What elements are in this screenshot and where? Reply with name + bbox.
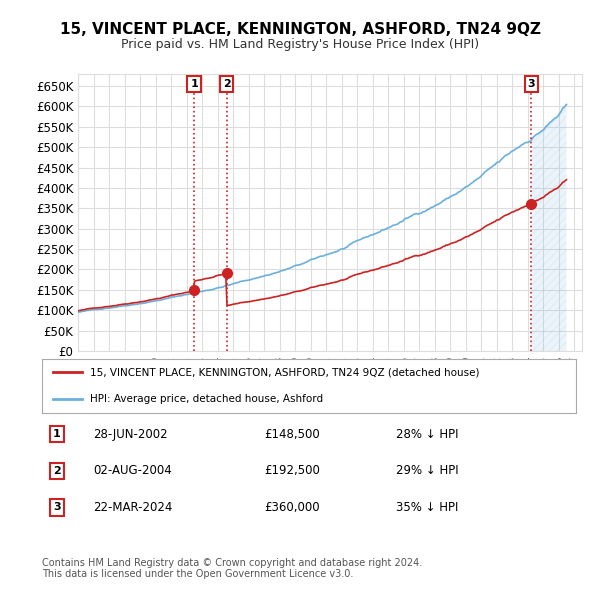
- Text: 35% ↓ HPI: 35% ↓ HPI: [396, 501, 458, 514]
- Text: 2: 2: [53, 466, 61, 476]
- Text: 3: 3: [527, 79, 535, 89]
- Text: 28-JUN-2002: 28-JUN-2002: [93, 428, 167, 441]
- Text: Price paid vs. HM Land Registry's House Price Index (HPI): Price paid vs. HM Land Registry's House …: [121, 38, 479, 51]
- Text: 02-AUG-2004: 02-AUG-2004: [93, 464, 172, 477]
- Text: 1: 1: [53, 430, 61, 439]
- Text: HPI: Average price, detached house, Ashford: HPI: Average price, detached house, Ashf…: [90, 395, 323, 404]
- Text: 3: 3: [53, 503, 61, 512]
- Text: 28% ↓ HPI: 28% ↓ HPI: [396, 428, 458, 441]
- Text: £360,000: £360,000: [264, 501, 320, 514]
- Text: 15, VINCENT PLACE, KENNINGTON, ASHFORD, TN24 9QZ (detached house): 15, VINCENT PLACE, KENNINGTON, ASHFORD, …: [90, 368, 479, 377]
- Text: £192,500: £192,500: [264, 464, 320, 477]
- Text: 1: 1: [190, 79, 198, 89]
- Text: 15, VINCENT PLACE, KENNINGTON, ASHFORD, TN24 9QZ: 15, VINCENT PLACE, KENNINGTON, ASHFORD, …: [59, 22, 541, 37]
- Text: 29% ↓ HPI: 29% ↓ HPI: [396, 464, 458, 477]
- Text: Contains HM Land Registry data © Crown copyright and database right 2024.
This d: Contains HM Land Registry data © Crown c…: [42, 558, 422, 579]
- Text: 2: 2: [223, 79, 230, 89]
- Text: £148,500: £148,500: [264, 428, 320, 441]
- Text: 22-MAR-2024: 22-MAR-2024: [93, 501, 172, 514]
